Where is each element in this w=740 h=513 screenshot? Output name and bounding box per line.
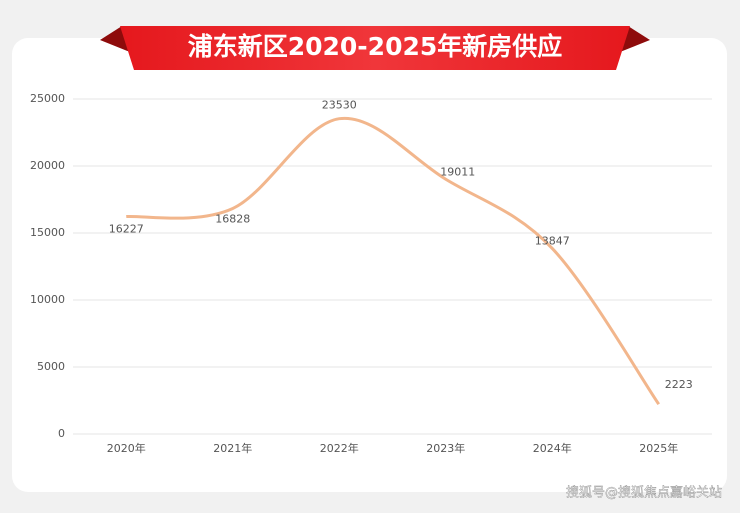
data-label: 19011 [440, 165, 475, 178]
y-tick-label: 10000 [30, 293, 65, 306]
y-tick-label: 15000 [30, 226, 65, 239]
x-tick-label: 2020年 [107, 441, 146, 455]
watermark: 搜狐号@搜狐焦点嘉峪关站 [566, 486, 722, 501]
data-label: 23530 [322, 99, 357, 112]
data-label: 16227 [109, 223, 144, 236]
title-banner [120, 26, 630, 70]
card [12, 38, 727, 492]
x-tick-label: 2024年 [533, 441, 572, 455]
y-tick-label: 0 [58, 427, 65, 440]
data-label: 13847 [535, 234, 570, 247]
data-label: 2223 [665, 378, 693, 391]
x-tick-label: 2023年 [426, 441, 465, 455]
chart-title: 浦东新区2020-2025年新房供应 [188, 32, 563, 61]
y-tick-label: 20000 [30, 159, 65, 172]
x-tick-label: 2022年 [320, 441, 359, 455]
x-tick-label: 2025年 [639, 441, 678, 455]
y-tick-label: 25000 [30, 92, 65, 105]
x-tick-label: 2021年 [213, 441, 252, 455]
data-label: 16828 [215, 213, 250, 226]
line [126, 116, 660, 406]
y-tick-label: 5000 [37, 360, 65, 373]
